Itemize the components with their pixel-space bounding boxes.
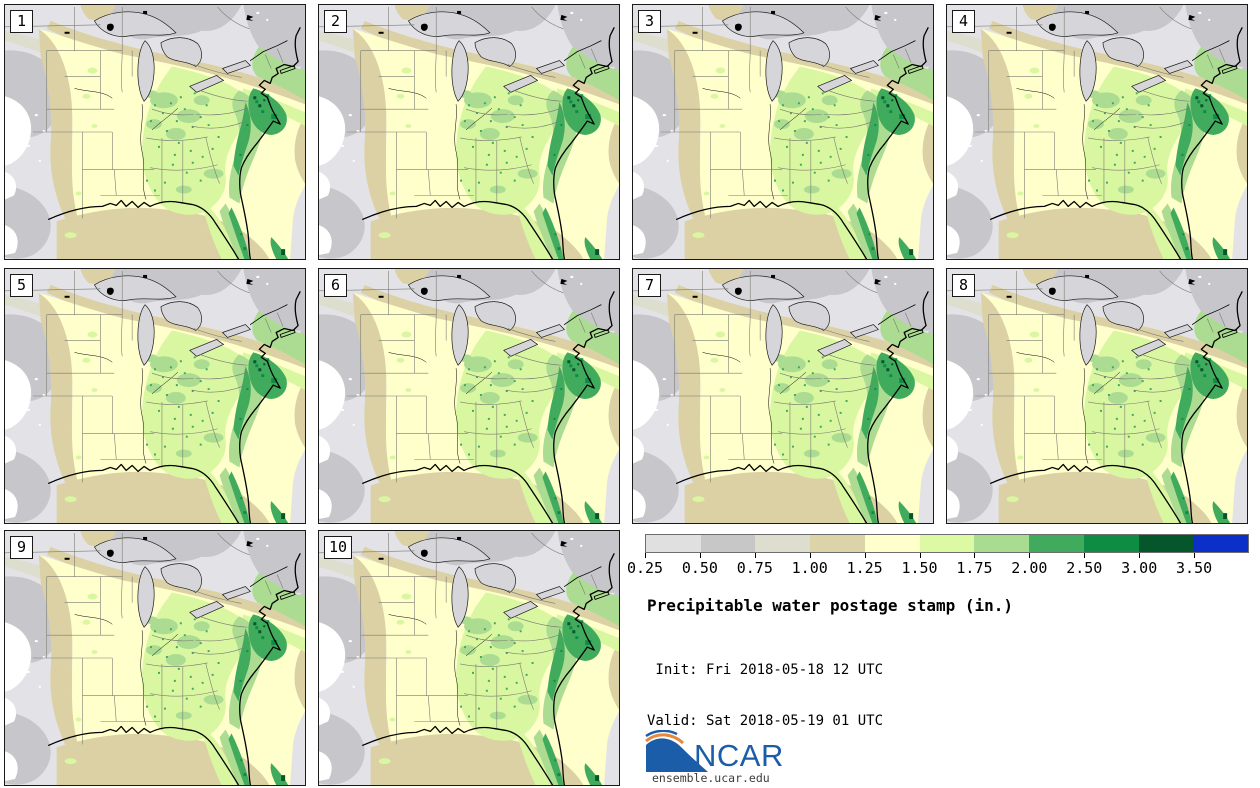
precipitable-water-map <box>947 5 1247 259</box>
ensemble-member-panel: 10 <box>318 530 620 786</box>
colorbar-tick-label: 0.50 <box>681 559 718 577</box>
precipitable-water-map <box>5 269 305 523</box>
colorbar-segment <box>700 535 756 552</box>
colorbar-tick-label: 1.25 <box>846 559 883 577</box>
colorbar-segment <box>810 535 865 552</box>
member-number-label: 4 <box>952 10 975 33</box>
precipitable-water-map <box>5 5 305 259</box>
valid-time-label: Valid: Sat 2018-05-19 01 UTC <box>647 713 884 729</box>
precipitable-water-map <box>319 269 619 523</box>
site-url-label: ensemble.ucar.edu <box>652 771 770 785</box>
ensemble-member-panel: 1 <box>4 4 306 260</box>
colorbar-tick-label: 0.25 <box>626 559 664 577</box>
ensemble-member-panel: 4 <box>946 4 1248 260</box>
precipitable-water-map <box>633 269 933 523</box>
precipitable-water-map <box>319 531 619 785</box>
member-number-label: 8 <box>952 274 975 297</box>
ensemble-member-panel: 3 <box>632 4 934 260</box>
precipitable-water-map <box>5 531 305 785</box>
colorbar-labels: 0.25 0.50 0.75 1.00 1.25 1.50 1.75 2.00 2.50 3.00… <box>627 559 1260 577</box>
colorbar-tick-label: 1.75 <box>956 559 993 577</box>
colorbar-tick-label: 1.50 <box>901 559 938 577</box>
colorbar-tick <box>809 553 811 558</box>
colorbar-tick <box>864 553 866 558</box>
ensemble-member-panel: 7 <box>632 268 934 524</box>
colorbar-segment <box>1029 535 1084 552</box>
precipitable-water-map <box>633 5 933 259</box>
colorbar-segment <box>974 535 1030 552</box>
colorbar-tick <box>1139 553 1141 558</box>
colorbar-tick-label: 3.50 <box>1176 559 1213 577</box>
precipitable-water-map <box>319 5 619 259</box>
colorbar-tick-label: 3.00 <box>1121 559 1158 577</box>
ensemble-member-panel: 6 <box>318 268 620 524</box>
colorbar-tick <box>645 553 646 558</box>
ensemble-member-panel: 9 <box>4 530 306 786</box>
colorbar-tick <box>754 553 756 558</box>
ncar-swoosh-icon <box>645 730 708 772</box>
colorbar-tick-label: 1.00 <box>791 559 828 577</box>
time-info: Init: Fri 2018-05-18 12 UTC Valid: Sat 2… <box>647 628 883 747</box>
figure-title: Precipitable water postage stamp (in.) <box>647 596 1014 615</box>
colorbar-tick <box>1084 553 1086 558</box>
colorbar-segment <box>919 535 975 552</box>
precipitable-water-map <box>947 269 1247 523</box>
colorbar-tick <box>974 553 976 558</box>
member-number-label: 1 <box>10 10 33 33</box>
colorbar <box>645 534 1249 553</box>
ensemble-member-panel: 2 <box>318 4 620 260</box>
colorbar-tick <box>919 553 921 558</box>
member-number-label: 10 <box>324 536 353 559</box>
member-number-label: 6 <box>324 274 347 297</box>
ensemble-member-panel: 5 <box>4 268 306 524</box>
colorbar-tick-label: 2.00 <box>1011 559 1048 577</box>
colorbar-ticks <box>645 553 1249 559</box>
colorbar-tick-label: 0.75 <box>736 559 773 577</box>
colorbar-segment <box>1193 535 1249 552</box>
colorbar-segment <box>755 535 811 552</box>
colorbar-tick-label: 2.50 <box>1066 559 1103 577</box>
member-number-label: 5 <box>10 274 33 297</box>
colorbar-segment <box>1083 535 1139 552</box>
colorbar-tick <box>699 553 701 558</box>
colorbar-segment <box>864 535 920 552</box>
colorbar-tick <box>1029 553 1031 558</box>
init-time-label: Init: Fri 2018-05-18 12 UTC <box>647 662 884 678</box>
ncar-wordmark: NCAR <box>694 738 784 773</box>
member-number-label: 7 <box>638 274 661 297</box>
colorbar-segment <box>1138 535 1194 552</box>
member-number-label: 3 <box>638 10 661 33</box>
member-number-label: 9 <box>10 536 33 559</box>
colorbar-segment <box>646 535 701 552</box>
colorbar-tick <box>1194 553 1196 558</box>
ncar-logo: NCAR <box>645 730 784 772</box>
member-number-label: 2 <box>324 10 347 33</box>
ensemble-member-panel: 8 <box>946 268 1248 524</box>
